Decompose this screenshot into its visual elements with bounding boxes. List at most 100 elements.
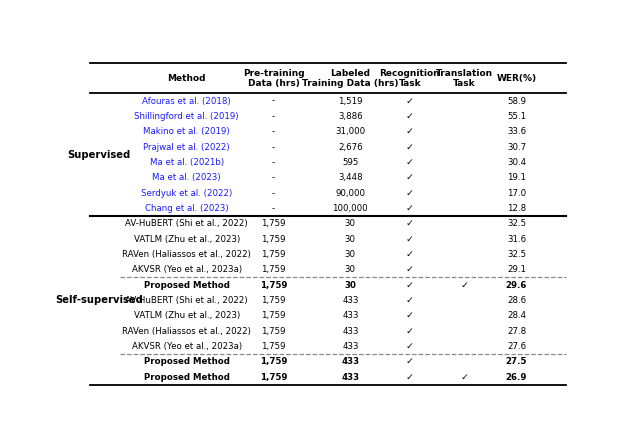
Text: 1,759: 1,759 bbox=[260, 357, 287, 367]
Text: 433: 433 bbox=[342, 296, 358, 305]
Text: 30: 30 bbox=[345, 265, 356, 274]
Text: -: - bbox=[272, 143, 275, 152]
Text: -: - bbox=[272, 127, 275, 136]
Text: VATLM (Zhu et al., 2023): VATLM (Zhu et al., 2023) bbox=[134, 235, 240, 244]
Text: 3,886: 3,886 bbox=[338, 112, 363, 121]
Text: 1,759: 1,759 bbox=[261, 265, 285, 274]
Text: 27.8: 27.8 bbox=[507, 326, 526, 336]
Text: Proposed Method: Proposed Method bbox=[144, 373, 230, 381]
Text: ✓: ✓ bbox=[406, 312, 414, 320]
Text: 433: 433 bbox=[342, 312, 358, 320]
Text: ✓: ✓ bbox=[406, 342, 414, 351]
Text: 595: 595 bbox=[342, 158, 358, 167]
Text: 1,759: 1,759 bbox=[261, 312, 285, 320]
Text: 30: 30 bbox=[345, 250, 356, 259]
Text: ✓: ✓ bbox=[406, 373, 414, 381]
Text: Proposed Method: Proposed Method bbox=[144, 357, 230, 367]
Text: 1,759: 1,759 bbox=[261, 296, 285, 305]
Text: 28.6: 28.6 bbox=[507, 296, 526, 305]
Text: 55.1: 55.1 bbox=[507, 112, 526, 121]
Text: -: - bbox=[272, 158, 275, 167]
Text: 29.1: 29.1 bbox=[507, 265, 526, 274]
Text: Ma et al. (2023): Ma et al. (2023) bbox=[152, 173, 221, 182]
Text: 1,759: 1,759 bbox=[260, 281, 287, 290]
Text: ✓: ✓ bbox=[406, 219, 414, 228]
Text: Shillingford et al. (2019): Shillingford et al. (2019) bbox=[134, 112, 239, 121]
Text: Labeled
Training Data (hrs): Labeled Training Data (hrs) bbox=[302, 69, 399, 88]
Text: 1,519: 1,519 bbox=[338, 97, 363, 106]
Text: AKVSR (Yeo et al., 2023a): AKVSR (Yeo et al., 2023a) bbox=[132, 342, 242, 351]
Text: 32.5: 32.5 bbox=[507, 219, 526, 228]
Text: ✓: ✓ bbox=[406, 127, 414, 136]
Text: 100,000: 100,000 bbox=[333, 204, 368, 213]
Text: 30.4: 30.4 bbox=[507, 158, 526, 167]
Text: 1,759: 1,759 bbox=[261, 342, 285, 351]
Text: ✓: ✓ bbox=[406, 357, 414, 367]
Text: 30: 30 bbox=[344, 281, 356, 290]
Text: 433: 433 bbox=[341, 357, 360, 367]
Text: Method: Method bbox=[168, 74, 206, 83]
Text: Pre-training
Data (hrs): Pre-training Data (hrs) bbox=[243, 69, 304, 88]
Text: Chang et al. (2023): Chang et al. (2023) bbox=[145, 204, 228, 213]
Text: Makino et al. (2019): Makino et al. (2019) bbox=[143, 127, 230, 136]
Text: 12.8: 12.8 bbox=[507, 204, 526, 213]
Text: ✓: ✓ bbox=[406, 173, 414, 182]
Text: 433: 433 bbox=[341, 373, 360, 381]
Text: 90,000: 90,000 bbox=[335, 189, 365, 198]
Text: 19.1: 19.1 bbox=[507, 173, 526, 182]
Text: ✓: ✓ bbox=[406, 143, 414, 152]
Text: ✓: ✓ bbox=[406, 235, 414, 244]
Text: RAVen (Haliassos et al., 2022): RAVen (Haliassos et al., 2022) bbox=[122, 326, 251, 336]
Text: Ma et al. (2021b): Ma et al. (2021b) bbox=[150, 158, 224, 167]
Text: 27.5: 27.5 bbox=[506, 357, 527, 367]
Text: AV-HuBERT (Shi et al., 2022): AV-HuBERT (Shi et al., 2022) bbox=[125, 296, 248, 305]
Text: 28.4: 28.4 bbox=[507, 312, 526, 320]
Text: VATLM (Zhu et al., 2023): VATLM (Zhu et al., 2023) bbox=[134, 312, 240, 320]
Text: ✓: ✓ bbox=[460, 281, 468, 290]
Text: 3,448: 3,448 bbox=[338, 173, 363, 182]
Text: Afouras et al. (2018): Afouras et al. (2018) bbox=[142, 97, 231, 106]
Text: -: - bbox=[272, 112, 275, 121]
Text: 1,759: 1,759 bbox=[261, 250, 285, 259]
Text: ✓: ✓ bbox=[406, 281, 414, 290]
Text: 30: 30 bbox=[345, 235, 356, 244]
Text: AKVSR (Yeo et al., 2023a): AKVSR (Yeo et al., 2023a) bbox=[132, 265, 242, 274]
Text: ✓: ✓ bbox=[406, 204, 414, 213]
Text: 32.5: 32.5 bbox=[507, 250, 526, 259]
Text: 1,759: 1,759 bbox=[261, 326, 285, 336]
Text: Self-supervised: Self-supervised bbox=[55, 296, 143, 305]
Text: 33.6: 33.6 bbox=[507, 127, 526, 136]
Text: 30: 30 bbox=[345, 219, 356, 228]
Text: ✓: ✓ bbox=[406, 189, 414, 198]
Text: -: - bbox=[272, 204, 275, 213]
Text: ✓: ✓ bbox=[406, 296, 414, 305]
Text: Recognition
Task: Recognition Task bbox=[380, 69, 440, 88]
Text: 29.6: 29.6 bbox=[506, 281, 527, 290]
Text: 1,759: 1,759 bbox=[260, 373, 287, 381]
Text: 58.9: 58.9 bbox=[507, 97, 526, 106]
Text: -: - bbox=[272, 173, 275, 182]
Text: Supervised: Supervised bbox=[67, 150, 131, 160]
Text: ✓: ✓ bbox=[406, 112, 414, 121]
Text: ✓: ✓ bbox=[406, 250, 414, 259]
Text: 27.6: 27.6 bbox=[507, 342, 526, 351]
Text: ✓: ✓ bbox=[406, 158, 414, 167]
Text: Prajwal et al. (2022): Prajwal et al. (2022) bbox=[143, 143, 230, 152]
Text: 26.9: 26.9 bbox=[506, 373, 527, 381]
Text: 31,000: 31,000 bbox=[335, 127, 365, 136]
Text: 1,759: 1,759 bbox=[261, 219, 285, 228]
Text: 17.0: 17.0 bbox=[507, 189, 526, 198]
Text: WER(%): WER(%) bbox=[497, 74, 536, 83]
Text: AV-HuBERT (Shi et al., 2022): AV-HuBERT (Shi et al., 2022) bbox=[125, 219, 248, 228]
Text: 2,676: 2,676 bbox=[338, 143, 363, 152]
Text: 1,759: 1,759 bbox=[261, 235, 285, 244]
Text: 31.6: 31.6 bbox=[507, 235, 526, 244]
Text: -: - bbox=[272, 189, 275, 198]
Text: ✓: ✓ bbox=[406, 326, 414, 336]
Text: ✓: ✓ bbox=[406, 265, 414, 274]
Text: ✓: ✓ bbox=[460, 373, 468, 381]
Text: 433: 433 bbox=[342, 326, 358, 336]
Text: 30.7: 30.7 bbox=[507, 143, 526, 152]
Text: Serdyuk et al. (2022): Serdyuk et al. (2022) bbox=[141, 189, 232, 198]
Text: Translation
Task: Translation Task bbox=[436, 69, 493, 88]
